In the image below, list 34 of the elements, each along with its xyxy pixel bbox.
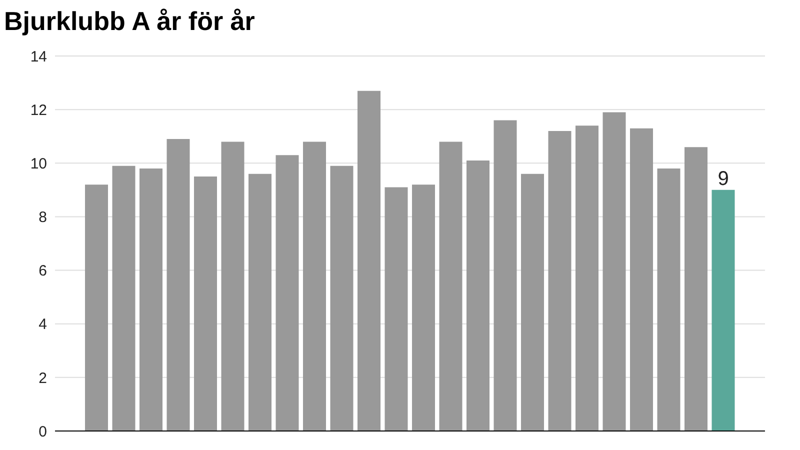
- bar: [221, 142, 244, 431]
- bar: [166, 139, 190, 431]
- bar: [684, 147, 708, 431]
- y-tick-label: 14: [30, 48, 47, 66]
- bar: [548, 131, 572, 431]
- bar: [303, 142, 326, 431]
- bar: [439, 142, 462, 431]
- bar: [602, 112, 626, 431]
- chart-title: Bjurklubb A år för år: [3, 5, 256, 38]
- y-tick-label: 4: [38, 316, 47, 334]
- y-tick-label: 12: [30, 102, 47, 119]
- bar: [712, 190, 735, 431]
- y-tick-label: 8: [38, 209, 47, 226]
- y-tick-label: 10: [30, 155, 47, 172]
- bar: [358, 90, 380, 431]
- bar: [384, 187, 408, 431]
- bar: [85, 184, 108, 431]
- bar: [248, 174, 272, 431]
- y-tick-label: 2: [38, 370, 47, 387]
- y-tick-label: 6: [38, 262, 47, 280]
- bar: [276, 155, 299, 431]
- bar: [576, 126, 598, 431]
- bar: [194, 176, 217, 431]
- bar: [112, 166, 136, 431]
- bar: [330, 166, 354, 431]
- bar: [657, 168, 680, 431]
- bar: [494, 120, 517, 431]
- bar: [521, 174, 544, 431]
- y-tick-label: 0: [38, 423, 47, 440]
- bar: [630, 128, 653, 431]
- bar: [466, 160, 490, 431]
- bar: [140, 168, 162, 431]
- data-label: 9: [718, 168, 729, 190]
- bar: [412, 184, 435, 431]
